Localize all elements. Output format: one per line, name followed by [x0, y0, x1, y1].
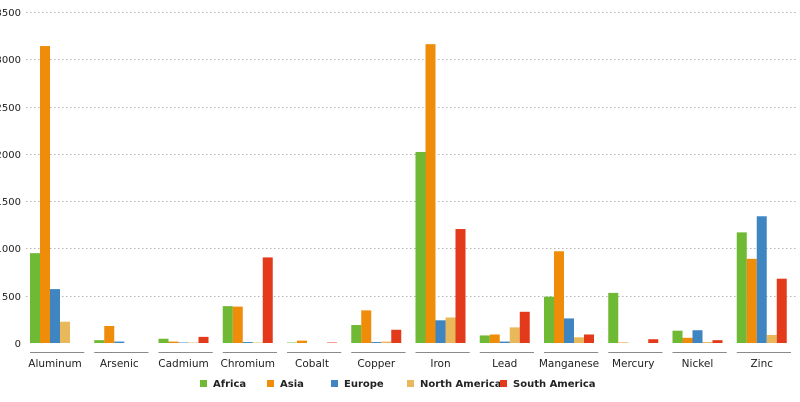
bar-north-america [574, 337, 584, 343]
bar-africa [30, 253, 40, 343]
y-tick-label: 1000 [0, 244, 21, 255]
x-axis-category-labels: Aluminum Arsenic Cadmium Chromium Cobalt Copp… [28, 352, 791, 370]
bar-south-america [262, 257, 273, 343]
bar-europe [692, 330, 703, 343]
bar-europe [114, 341, 125, 343]
bar-asia [104, 325, 115, 343]
legend: Africa Asia Europe North America South Ameri… [200, 379, 596, 390]
bar-north-america [445, 317, 456, 343]
y-tick-label: 500 [2, 292, 21, 303]
bar-south-america [519, 311, 530, 343]
legend-label: North America [420, 379, 502, 390]
bar-south-america [712, 340, 723, 343]
bar-asia [489, 334, 500, 343]
legend-swatch [407, 380, 414, 387]
y-tick-label: 3000 [0, 55, 21, 66]
y-tick-label: 2500 [0, 103, 21, 114]
bar-europe [242, 342, 253, 343]
bar-south-america [584, 334, 594, 343]
legend-label: Africa [213, 379, 246, 390]
bar-europe [756, 216, 767, 343]
bar-africa [94, 340, 105, 343]
bar-africa [672, 330, 683, 343]
bar-asia [746, 258, 757, 343]
bar-asia [554, 251, 564, 343]
bar-asia [361, 310, 372, 343]
bar-south-america [391, 329, 402, 343]
x-category-label: Mercury [612, 358, 655, 370]
bar-africa [351, 325, 362, 343]
y-tick-label: 3500 [0, 8, 21, 19]
bar-asia [425, 44, 436, 343]
bar-north-america [509, 327, 520, 343]
x-category-label: Chromium [220, 358, 275, 370]
bar-africa [158, 338, 169, 343]
bar-africa [544, 296, 554, 343]
bar-europe [371, 342, 382, 343]
bar-asia [682, 337, 693, 343]
bar-asia [168, 341, 179, 343]
x-category-label: Lead [492, 358, 517, 370]
x-category-label: Cadmium [158, 358, 208, 370]
y-axis-tick-labels: 0 500 1000 1500 2000 2500 3000 3500 [0, 8, 21, 350]
x-category-label: Cobalt [295, 358, 329, 370]
x-category-label: Zinc [750, 358, 773, 370]
bars [30, 44, 787, 343]
y-tick-label: 1500 [0, 197, 21, 208]
bar-south-america [198, 336, 209, 343]
bar-europe [50, 289, 60, 343]
bar-europe [564, 318, 574, 343]
x-category-label: Iron [430, 358, 450, 370]
bar-north-america [766, 334, 777, 343]
legend-swatch [200, 380, 207, 387]
x-category-label: Nickel [682, 358, 714, 370]
x-category-label: Copper [357, 358, 396, 370]
bar-asia [40, 46, 50, 343]
x-category-label: Arsenic [100, 358, 139, 370]
bar-africa [222, 306, 233, 343]
bar-europe [435, 320, 446, 343]
legend-swatch [267, 380, 274, 387]
x-category-label: Manganese [539, 358, 599, 370]
bar-north-america [702, 342, 713, 343]
bar-africa [415, 151, 426, 343]
bar-south-america [776, 278, 787, 343]
bar-south-america [648, 339, 659, 343]
y-tick-label: 0 [15, 339, 21, 350]
bar-africa [736, 232, 747, 343]
legend-swatch [500, 380, 507, 387]
bar-asia [232, 306, 243, 343]
legend-label: Europe [344, 379, 384, 390]
bar-africa [608, 292, 619, 343]
legend-label: Asia [280, 379, 304, 390]
bar-north-america [60, 321, 70, 343]
legend-label: South America [513, 379, 596, 390]
gridlines [26, 12, 797, 297]
y-tick-label: 2000 [0, 150, 21, 161]
bar-europe [499, 341, 510, 343]
bar-asia [297, 340, 307, 343]
bar-south-america [455, 229, 466, 343]
x-category-label: Aluminum [28, 358, 81, 370]
bar-africa [479, 335, 490, 343]
legend-swatch [331, 380, 338, 387]
bar-north-america [381, 341, 392, 343]
